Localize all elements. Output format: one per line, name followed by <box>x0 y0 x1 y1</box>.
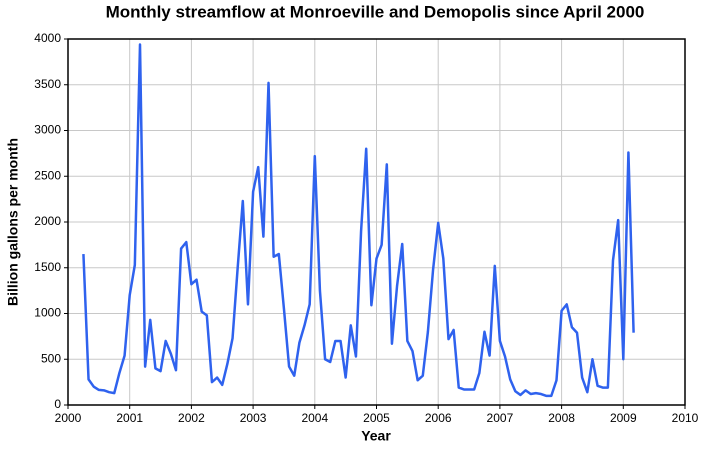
x-tick-label: 2005 <box>363 411 390 425</box>
y-tick-label: 2500 <box>34 168 61 182</box>
x-tick-label: 2004 <box>301 411 328 425</box>
x-axis-label: Year <box>361 428 391 444</box>
y-tick-label: 500 <box>41 351 61 365</box>
chart-title: Monthly streamflow at Monroeville and De… <box>106 2 645 21</box>
x-tick-label: 2008 <box>548 411 575 425</box>
x-tick-label: 2000 <box>55 411 82 425</box>
data-line <box>82 43 635 398</box>
x-tick-label: 2001 <box>116 411 143 425</box>
x-tick-label: 2010 <box>672 411 699 425</box>
y-tick-label: 0 <box>54 397 61 411</box>
y-tick-label: 4000 <box>34 31 61 45</box>
x-tick-label: 2003 <box>240 411 267 425</box>
y-tick-label: 2000 <box>34 214 61 228</box>
x-tick-label: 2002 <box>178 411 205 425</box>
y-axis-label: Billion gallons per month <box>5 138 21 306</box>
y-tick-label: 3500 <box>34 77 61 91</box>
x-tick-label: 2009 <box>610 411 637 425</box>
y-tick-label: 1500 <box>34 260 61 274</box>
plot-frame <box>67 38 686 406</box>
x-tick-label: 2007 <box>487 411 514 425</box>
y-tick-label: 3000 <box>34 123 61 137</box>
y-tick-label: 1000 <box>34 306 61 320</box>
x-tick-label: 2006 <box>425 411 452 425</box>
